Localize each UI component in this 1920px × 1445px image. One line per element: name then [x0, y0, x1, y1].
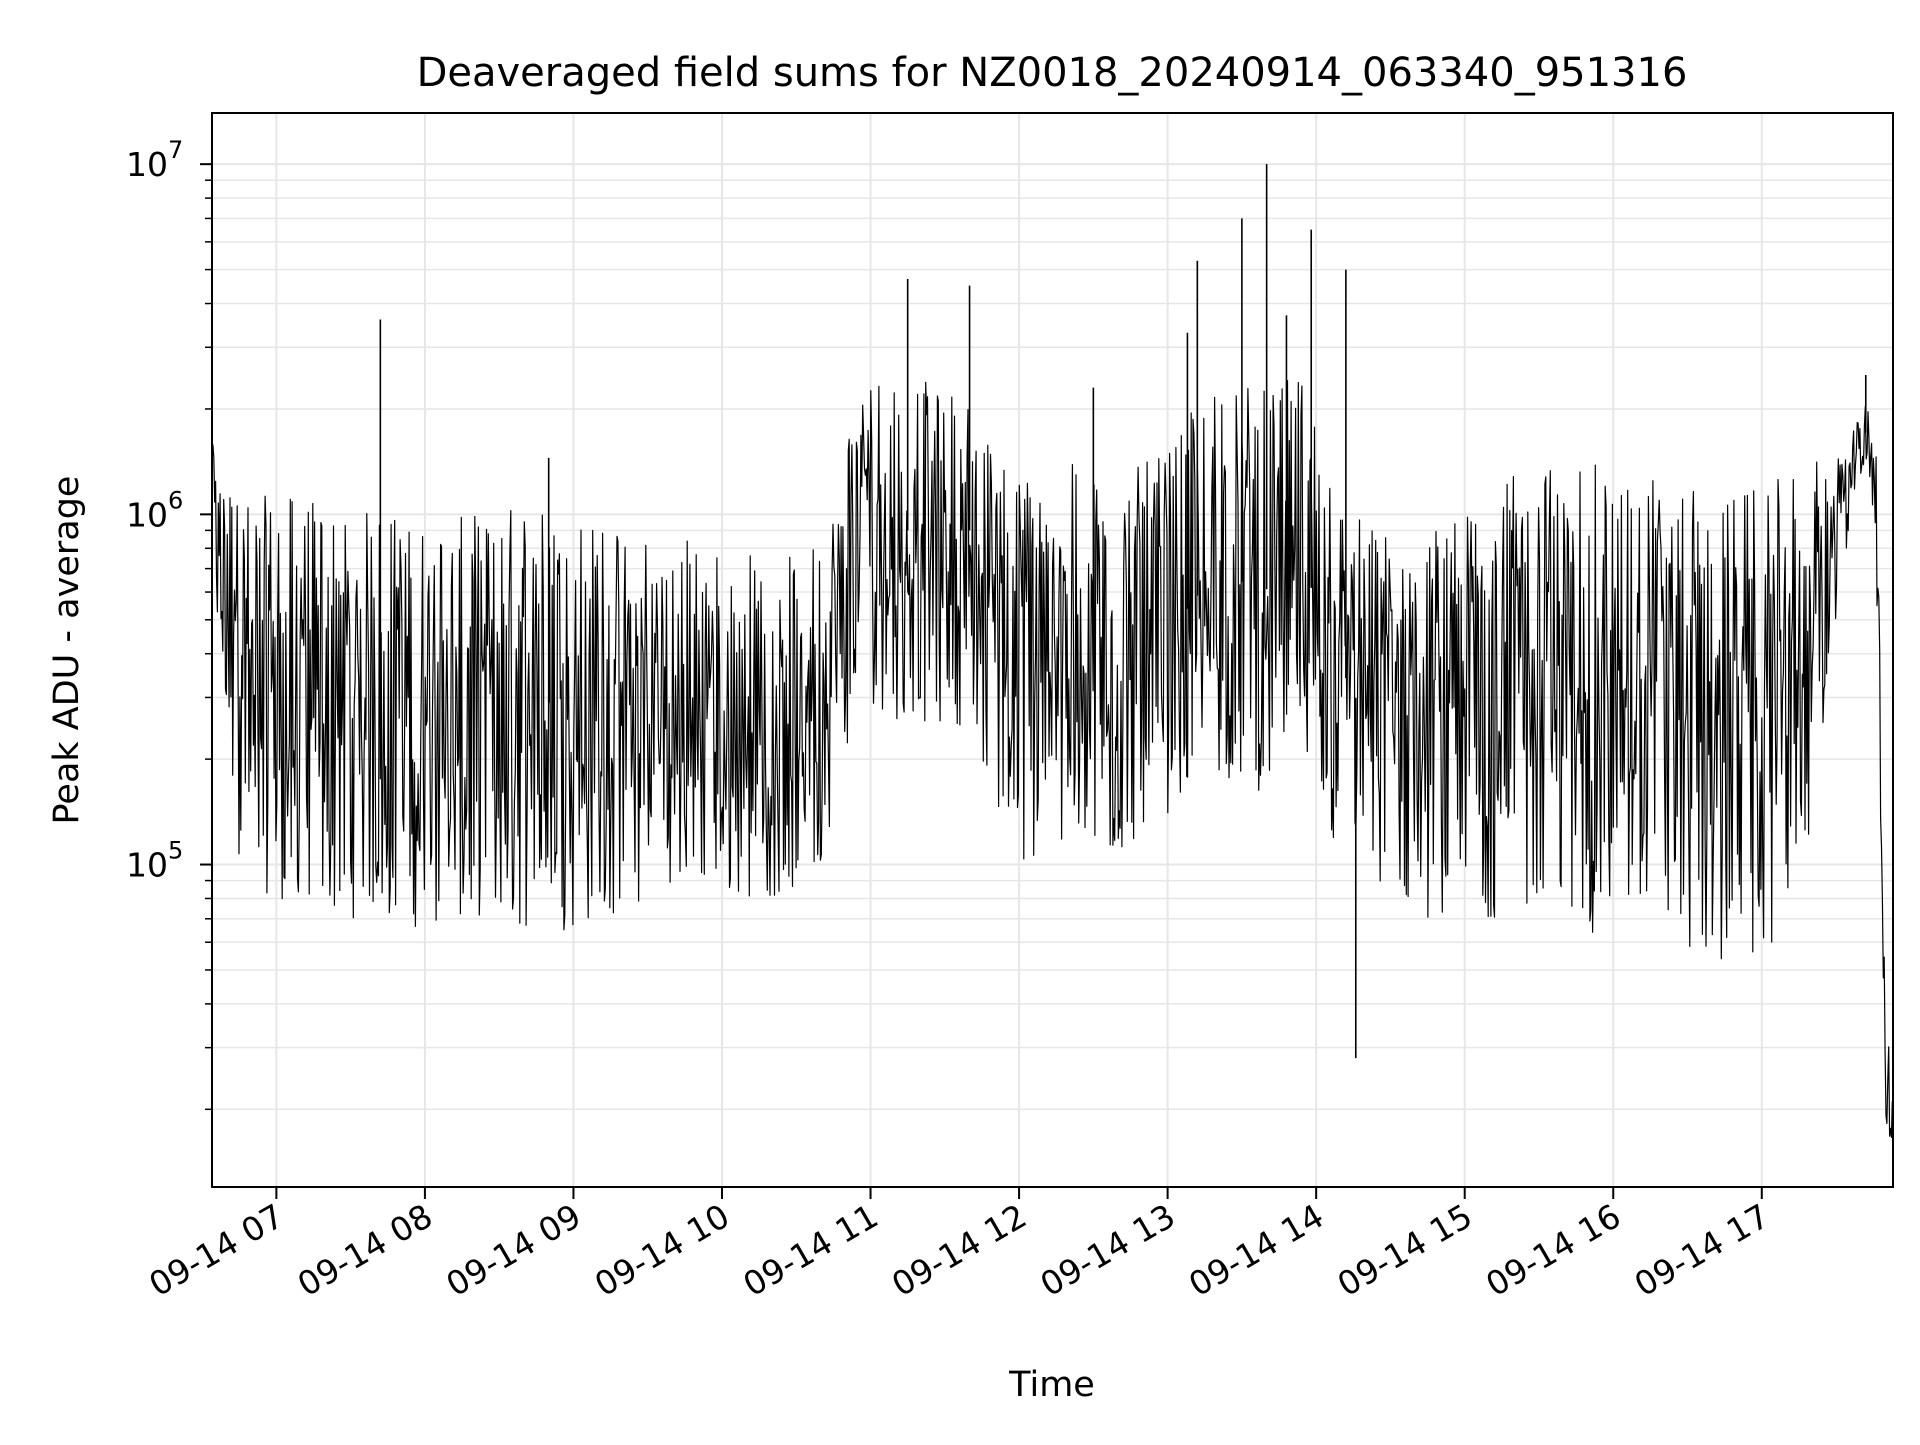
y-tick-exponent: 7 [168, 136, 183, 164]
y-tick-label: 10 [126, 495, 168, 534]
x-axis-label: Time [1008, 1365, 1095, 1405]
plot-frame [211, 112, 1894, 1188]
series-1-line [211, 380, 1893, 1138]
y-tick-label: 10 [126, 145, 168, 184]
y-tick-label: 10 [126, 846, 168, 885]
y-axis-label: Peak ADU - average [47, 476, 87, 825]
y-tick-exponent: 5 [168, 837, 183, 865]
series-1 [211, 164, 1893, 1138]
y-tick-exponent: 6 [168, 486, 183, 514]
chart-title: Deaveraged field sums for NZ0018_2024091… [417, 50, 1688, 96]
